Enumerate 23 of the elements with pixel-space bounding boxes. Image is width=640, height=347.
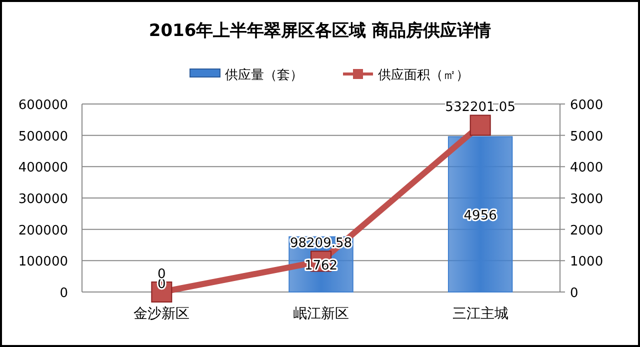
x-tick-label: 岷江新区	[293, 306, 349, 322]
chart-title: 2016年上半年翠屏区各区域 商品房供应详情	[148, 21, 492, 41]
legend-label: 供应面积（㎡）	[378, 67, 469, 83]
y-tick-label: 100000	[18, 254, 68, 270]
y2-tick-label: 1000	[570, 254, 604, 270]
y2-tick-label: 4000	[570, 160, 604, 176]
y2-tick-label: 5000	[570, 129, 604, 144]
y2-tick-label: 3000	[570, 192, 604, 207]
y2-tick-label: 2000	[570, 223, 604, 238]
x-tick-label: 三江主城	[452, 306, 508, 322]
y-tick-label: 400000	[18, 160, 68, 176]
y2-tick-label: 6000	[570, 98, 604, 113]
y-tick-label: 600000	[18, 98, 68, 113]
y-tick-label: 500000	[18, 129, 68, 144]
y2-tick-label: 0	[570, 286, 578, 301]
point	[470, 114, 491, 136]
x-tick-label: 金沙新区	[134, 306, 190, 322]
y-tick-label: 200000	[18, 223, 68, 238]
y-tick-label: 300000	[18, 192, 68, 207]
y-tick-label: 0	[60, 286, 68, 301]
legend-label: 供应量（套）	[225, 67, 303, 83]
data-label: 4956	[464, 208, 497, 224]
data-label: 532201.05	[445, 100, 516, 116]
